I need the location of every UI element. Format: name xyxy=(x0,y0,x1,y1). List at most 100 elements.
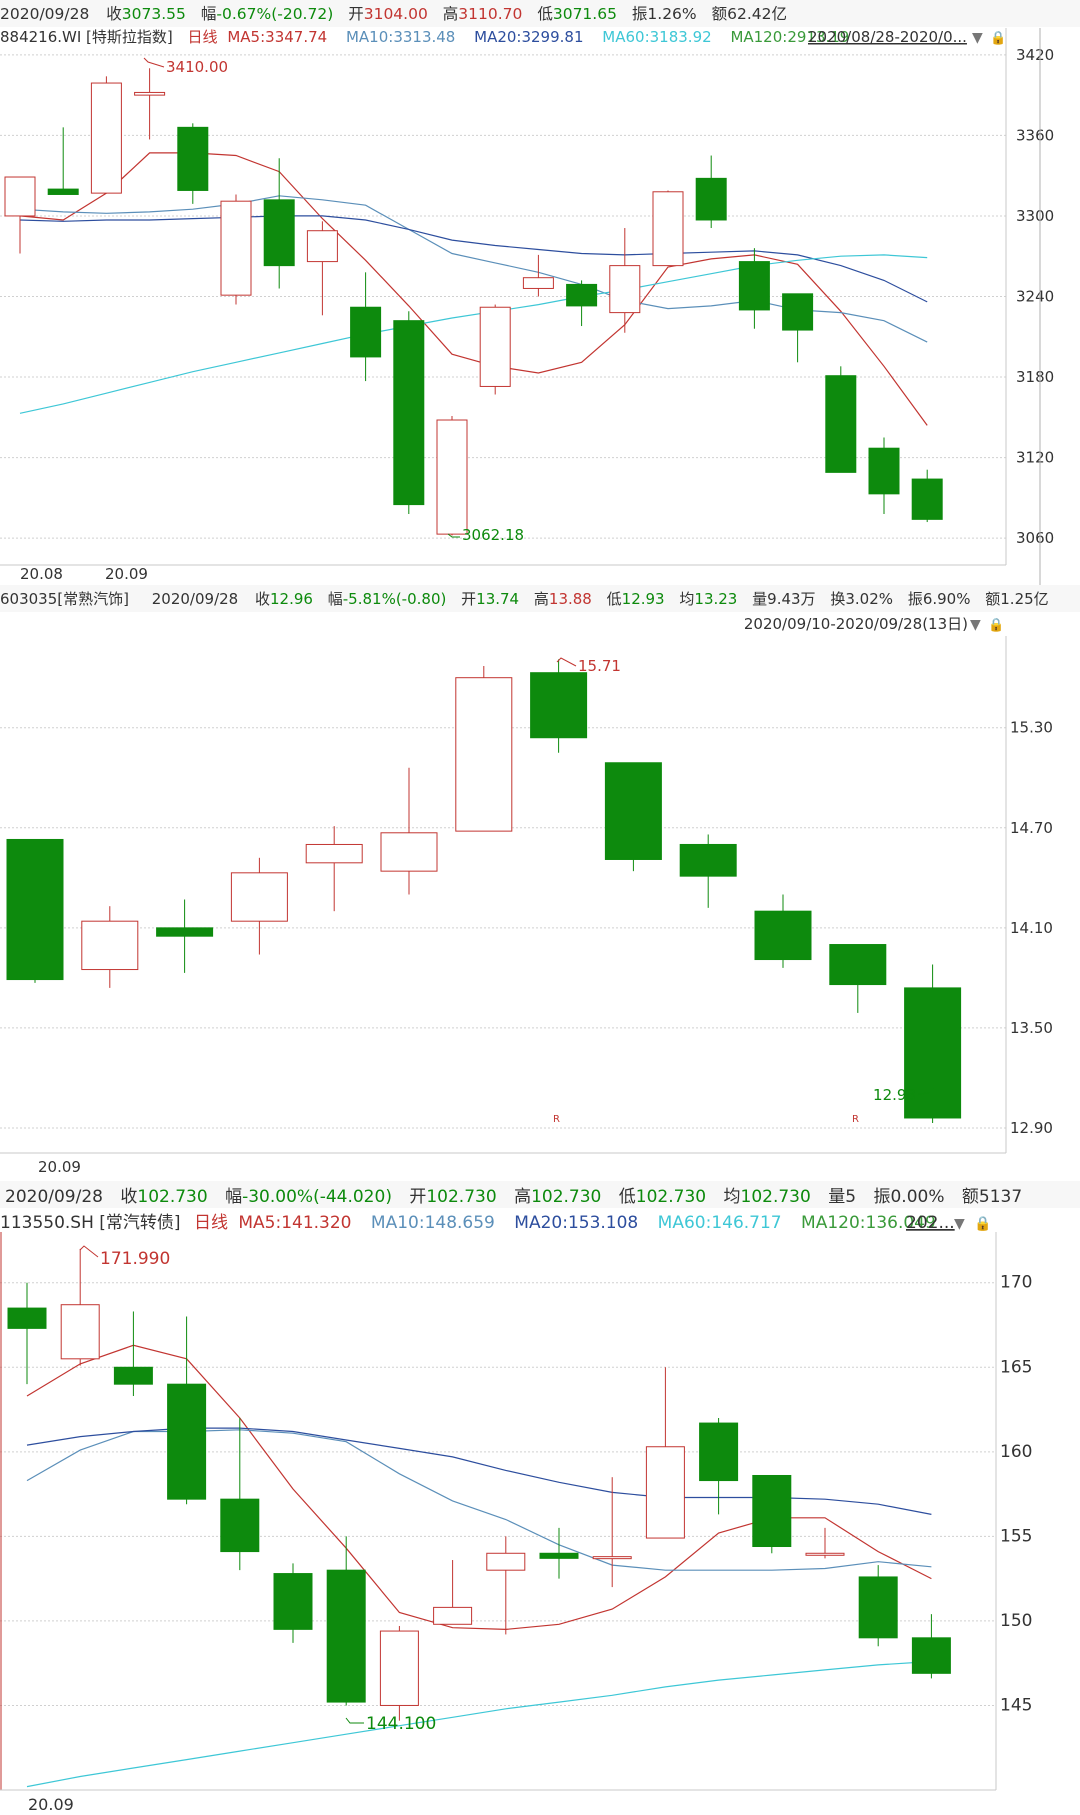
panel-3-low-annotation: 144.100 xyxy=(366,1714,436,1734)
candle xyxy=(904,964,962,1123)
panel-3-high-pointer xyxy=(79,1245,99,1258)
candle-body-up xyxy=(436,419,468,535)
candle xyxy=(4,176,36,254)
y-tick-label: 13.50 xyxy=(1010,1019,1053,1037)
y-tick-label: 3360 xyxy=(1016,126,1054,144)
candle-body-down xyxy=(113,1366,153,1385)
candle-body-up xyxy=(652,191,684,267)
panel-2-marker-1: R xyxy=(553,1114,560,1125)
candle-body-down xyxy=(539,1552,579,1559)
candle xyxy=(156,899,214,973)
panel-1-date-label-sep: 20.09 xyxy=(105,565,148,583)
panel-2-y-axis: 12.90 13.50 14.10 14.70 15.30 xyxy=(1010,719,1053,1137)
candle xyxy=(380,767,438,895)
candle-body-up xyxy=(220,200,252,296)
candle xyxy=(486,1536,526,1635)
candle xyxy=(230,857,288,955)
candle xyxy=(47,127,79,195)
candle-body-down xyxy=(911,478,943,520)
panel-3-date-range[interactable]: 202... xyxy=(906,1213,955,1233)
candle-body-down xyxy=(393,320,425,506)
candle-body-down xyxy=(604,762,662,860)
ma-line-ma10 xyxy=(19,195,928,343)
candle-body-down xyxy=(858,1576,898,1639)
y-tick-label: 145 xyxy=(1000,1695,1032,1715)
candle xyxy=(167,1316,207,1505)
panel-3-y-axis: 145 150 155 160 165 170 xyxy=(1000,1273,1032,1716)
candle-body-down xyxy=(326,1569,366,1703)
candle-body-down xyxy=(911,1637,951,1674)
panel-3-lock-icon[interactable]: 🔒 xyxy=(974,1216,991,1232)
panel-2-quote-line: 603035[常熟汽饰] 2020/09/28 收12.96 幅-5.81%(-… xyxy=(0,590,1049,608)
candle xyxy=(60,1248,100,1366)
candle-body-up xyxy=(230,872,288,922)
candle xyxy=(858,1565,898,1647)
candle xyxy=(113,1311,153,1397)
panel-1-date-range[interactable]: 2020/08/28-2020/0... xyxy=(808,28,967,46)
candle-body-up xyxy=(486,1552,526,1571)
candle xyxy=(754,894,812,968)
panel-1-lock-icon[interactable]: 🔒 xyxy=(990,31,1006,46)
candle-body-down xyxy=(566,283,598,307)
panel-3-quote-line: 2020/09/28 收102.730 幅-30.00%(-44.020) 开1… xyxy=(5,1187,1022,1207)
candle-body-up xyxy=(380,832,438,872)
panel-1-low-annotation: 3062.18 xyxy=(462,526,524,544)
ma-line-ma10 xyxy=(26,1429,932,1571)
candle-body-up xyxy=(60,1304,100,1360)
candle xyxy=(220,1418,260,1571)
panel-1-low-pointer xyxy=(447,533,460,538)
panel-2-dropdown-icon[interactable]: ▼ xyxy=(970,617,981,633)
panel-1-high-pointer xyxy=(143,57,165,68)
y-tick-label: 15.30 xyxy=(1010,719,1053,737)
candle-body-down xyxy=(679,843,737,877)
panel-2: 603035[常熟汽饰] 2020/09/28 收12.96 幅-5.81%(-… xyxy=(0,585,1080,1176)
candle xyxy=(566,280,598,327)
panel-2-date-range[interactable]: 2020/09/10-2020/09/28(13日) xyxy=(744,615,968,633)
candle xyxy=(645,1367,685,1539)
candle-body-up xyxy=(522,277,554,289)
y-tick-label: 155 xyxy=(1000,1526,1032,1546)
y-tick-label: 3420 xyxy=(1016,46,1054,64)
candle-body-down xyxy=(177,126,209,191)
candle xyxy=(825,366,857,473)
candle-body-up xyxy=(134,91,166,96)
panel-1-dropdown-icon[interactable]: ▼ xyxy=(972,30,983,46)
candle xyxy=(782,293,814,363)
candle xyxy=(738,248,770,329)
candle xyxy=(829,944,887,1013)
panel-3-grid xyxy=(0,1282,996,1706)
panel-2-lock-icon[interactable]: 🔒 xyxy=(988,618,1004,633)
candle xyxy=(911,1614,951,1679)
candle-body-up xyxy=(90,82,122,194)
candle-body-down xyxy=(752,1474,792,1548)
candle-body-up xyxy=(306,230,338,263)
candle-body-down xyxy=(7,1307,47,1329)
panel-3-ma-lines xyxy=(26,1344,932,1788)
candle-body-down xyxy=(263,199,295,267)
candle-body-down xyxy=(754,910,812,961)
candle xyxy=(134,68,166,140)
panel-1-quote-line: 2020/09/28 收3073.55 幅-0.67%(-20.72) 开310… xyxy=(0,5,787,23)
panel-1-high-annotation: 3410.00 xyxy=(166,58,228,76)
candle-body-up xyxy=(479,306,511,387)
panel-1-legend-line: 884216.WI [特斯拉指数] 日线 MA5:3347.74 MA10:33… xyxy=(0,28,849,46)
y-tick-label: 165 xyxy=(1000,1357,1032,1377)
panel-3: 2020/09/28 收102.730 幅-30.00%(-44.020) 开1… xyxy=(0,1181,1080,1814)
candle-body-up xyxy=(379,1630,419,1706)
candle-body-down xyxy=(6,838,64,981)
candle xyxy=(699,1418,739,1515)
candle-body-down xyxy=(829,944,887,986)
candle-body-up xyxy=(433,1606,473,1625)
candle xyxy=(393,311,425,514)
y-tick-label: 14.70 xyxy=(1010,819,1053,837)
panel-3-candles xyxy=(7,1248,951,1721)
panel-3-dropdown-icon[interactable]: ▼ xyxy=(954,1216,965,1232)
panel-1-ma-lines xyxy=(19,152,928,426)
candle xyxy=(695,155,727,229)
candle-body-down xyxy=(220,1498,260,1553)
candle-body-up xyxy=(805,1552,845,1556)
y-tick-label: 3120 xyxy=(1016,449,1054,467)
ma-line-ma60 xyxy=(26,1660,932,1788)
y-tick-label: 12.90 xyxy=(1010,1119,1053,1137)
ma-line-ma5 xyxy=(26,1344,932,1631)
